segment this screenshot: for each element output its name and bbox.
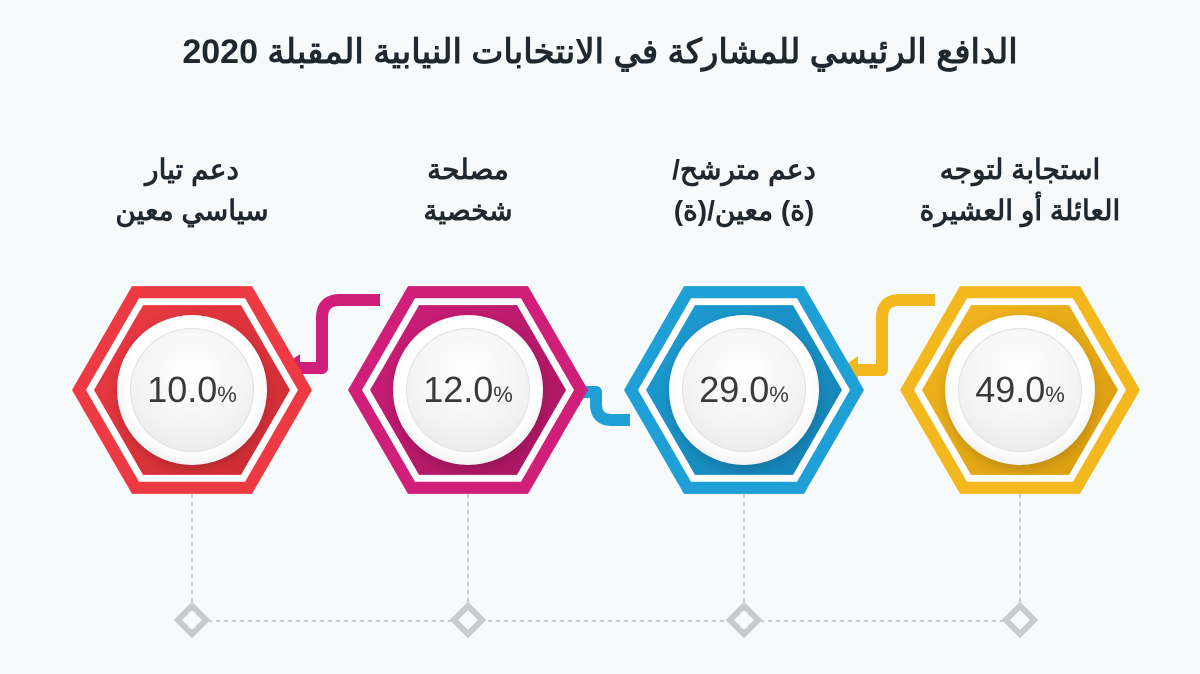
rail-diamond (726, 602, 763, 639)
item-label: دعم مترشح/ (ة) معين/(ة) (614, 150, 874, 231)
hex-node: 12.0% (348, 270, 588, 510)
value-text: 49.0% (975, 369, 1065, 411)
rail-diamond (450, 602, 487, 639)
hex-node: 49.0% (900, 270, 1140, 510)
value-text: 29.0% (699, 369, 789, 411)
item-label: مصلحة شخصية (338, 150, 598, 231)
hex-node: 10.0% (72, 270, 312, 510)
item-label: دعم تيار سياسي معين (62, 150, 322, 231)
rail-diamond (1002, 602, 1039, 639)
item-label-text: دعم مترشح/ (ة) معين/(ة) (614, 150, 874, 231)
item-label: استجابة لتوجه العائلة أو العشيرة (890, 150, 1150, 231)
item-label-text: مصلحة شخصية (338, 150, 598, 231)
infographic-stage: استجابة لتوجه العائلة أو العشيرة 49.0% دعم… (0, 0, 1200, 674)
hex-node: 29.0% (624, 270, 864, 510)
rail-diamond (174, 602, 211, 639)
dotted-rail (192, 620, 1020, 622)
item-label-text: دعم تيار سياسي معين (62, 150, 322, 231)
item-label-text: استجابة لتوجه العائلة أو العشيرة (890, 150, 1150, 231)
value-text: 12.0% (423, 369, 513, 411)
value-text: 10.0% (147, 369, 237, 411)
